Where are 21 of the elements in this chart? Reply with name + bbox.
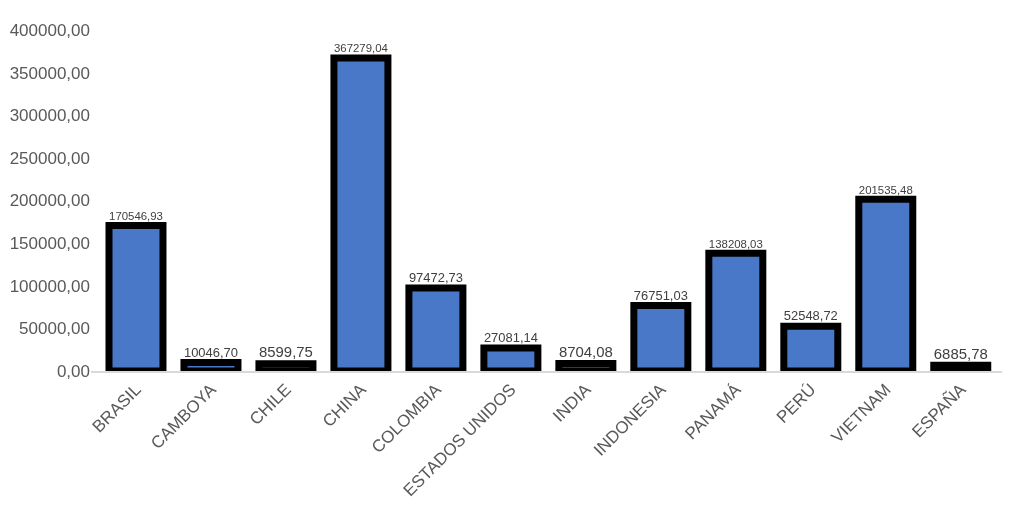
- y-tick-label: 150000,00: [9, 234, 90, 254]
- y-tick-label: 100000,00: [9, 276, 90, 296]
- y-tick-label: 200000,00: [9, 191, 90, 211]
- y-tick-label: 250000,00: [9, 148, 90, 168]
- y-tick-label: 300000,00: [9, 106, 90, 126]
- data-label: 138208,03: [708, 237, 763, 250]
- y-tick-label: 0,00: [56, 361, 90, 381]
- data-label: 10046,70: [183, 344, 238, 360]
- data-label: 52548,72: [783, 308, 838, 324]
- data-label: 76751,03: [633, 287, 688, 303]
- data-label: 6885,78: [933, 344, 988, 362]
- data-label: 201535,48: [858, 183, 913, 196]
- data-label: 27081,14: [483, 330, 538, 346]
- data-label: 367279,04: [333, 42, 389, 55]
- y-tick-label: 50000,00: [19, 319, 90, 339]
- data-label: 8704,08: [558, 343, 613, 361]
- data-label: 97472,73: [408, 270, 463, 286]
- y-tick-label: 400000,00: [9, 20, 90, 40]
- data-label: 170546,93: [109, 210, 163, 223]
- data-label: 8599,75: [258, 343, 313, 361]
- y-tick-label: 350000,00: [9, 63, 90, 83]
